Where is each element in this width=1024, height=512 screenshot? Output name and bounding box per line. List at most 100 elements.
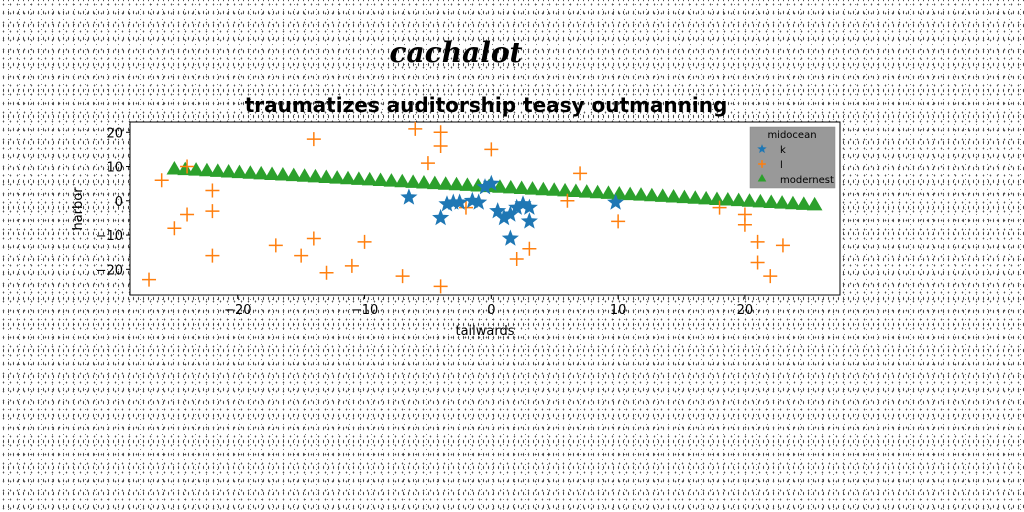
- point-modernest: [709, 191, 725, 205]
- point-l: [167, 221, 182, 236]
- point-l: [154, 173, 169, 188]
- x-tick-label: −20: [224, 303, 251, 318]
- legend: midocean kl modernest: [749, 126, 836, 189]
- point-l: [319, 265, 334, 280]
- series-l: [142, 121, 790, 294]
- y-tick-label: 10: [106, 161, 123, 176]
- point-modernest: [524, 181, 541, 195]
- chart-suptitle: cachalot: [390, 36, 523, 69]
- point-l: [750, 234, 765, 249]
- point-modernest: [437, 176, 454, 190]
- point-modernest: [209, 163, 226, 177]
- point-l: [142, 272, 157, 287]
- point-modernest: [351, 171, 367, 185]
- point-modernest: [329, 170, 345, 184]
- point-modernest: [600, 185, 617, 199]
- point-k: [508, 198, 526, 215]
- point-l: [712, 200, 727, 215]
- point-modernest: [763, 194, 780, 208]
- point-modernest: [426, 175, 443, 190]
- point-l: [408, 121, 423, 136]
- point-l: [205, 204, 220, 219]
- point-l: [775, 238, 790, 253]
- point-modernest: [275, 167, 291, 181]
- point-k: [476, 178, 494, 195]
- point-l: [509, 252, 524, 267]
- point-k: [432, 208, 450, 226]
- point-l: [205, 248, 220, 263]
- point-modernest: [665, 189, 682, 203]
- x-tick-label: −10: [351, 303, 378, 318]
- point-l: [484, 142, 499, 157]
- point-modernest: [774, 195, 790, 209]
- x-axis: −20 −10 0 10 20: [224, 295, 753, 318]
- point-l: [268, 238, 283, 253]
- x-tick-label: 0: [487, 303, 495, 318]
- point-l: [180, 207, 195, 222]
- point-k: [489, 202, 507, 219]
- point-k: [514, 195, 532, 212]
- point-modernest: [285, 167, 302, 182]
- x-tick-label: 10: [610, 303, 627, 318]
- y-tick-label: −20: [96, 263, 123, 278]
- legend-label-modernest: modernest: [780, 175, 834, 186]
- legend-label-k: k: [780, 145, 786, 156]
- point-l: [750, 255, 765, 270]
- point-modernest: [806, 196, 823, 211]
- point-modernest: [535, 181, 552, 196]
- point-modernest: [785, 195, 801, 210]
- point-modernest: [622, 186, 638, 201]
- point-k: [520, 212, 538, 229]
- point-l: [433, 279, 448, 294]
- point-modernest: [307, 168, 324, 183]
- point-k: [444, 193, 462, 210]
- point-modernest: [383, 173, 400, 187]
- y-tick-label: 0: [115, 195, 123, 210]
- point-modernest: [296, 168, 313, 182]
- point-modernest: [394, 173, 411, 188]
- y-axis: −20 −10 0 10 20: [96, 126, 130, 278]
- point-l: [180, 159, 195, 174]
- point-modernest: [502, 179, 519, 194]
- legend-label-l: l: [780, 160, 783, 171]
- point-modernest: [166, 160, 183, 175]
- point-modernest: [405, 174, 421, 188]
- point-modernest: [752, 193, 769, 208]
- point-l: [573, 166, 588, 181]
- plot-area: [129, 121, 841, 296]
- point-k: [520, 198, 538, 215]
- point-modernest: [448, 176, 465, 191]
- point-modernest: [361, 171, 378, 186]
- point-modernest: [188, 162, 204, 176]
- x-axis-label: tailwards: [455, 324, 514, 339]
- point-l: [433, 125, 448, 140]
- point-l: [763, 269, 778, 284]
- point-l: [611, 214, 626, 229]
- point-k: [495, 208, 513, 226]
- legend-marker-l: [758, 160, 766, 168]
- point-modernest: [372, 172, 389, 187]
- point-modernest: [416, 174, 432, 189]
- point-modernest: [676, 189, 693, 204]
- point-modernest: [546, 182, 563, 196]
- point-k: [501, 229, 519, 246]
- point-modernest: [253, 165, 270, 180]
- legend-marker-k: [757, 144, 767, 153]
- point-l: [294, 248, 309, 263]
- x-tick-label: 20: [737, 303, 754, 318]
- point-k: [470, 193, 488, 210]
- series-k: [400, 174, 625, 246]
- point-modernest: [242, 165, 259, 179]
- point-modernest: [795, 196, 812, 210]
- point-modernest: [633, 187, 649, 201]
- point-modernest: [589, 184, 606, 199]
- point-l: [433, 138, 448, 153]
- y-tick-label: −10: [96, 229, 123, 244]
- point-k: [501, 205, 519, 222]
- point-modernest: [719, 192, 736, 206]
- point-modernest: [741, 193, 758, 207]
- point-l: [458, 200, 473, 215]
- point-k: [451, 193, 469, 210]
- point-modernest: [513, 180, 530, 194]
- point-modernest: [557, 182, 573, 197]
